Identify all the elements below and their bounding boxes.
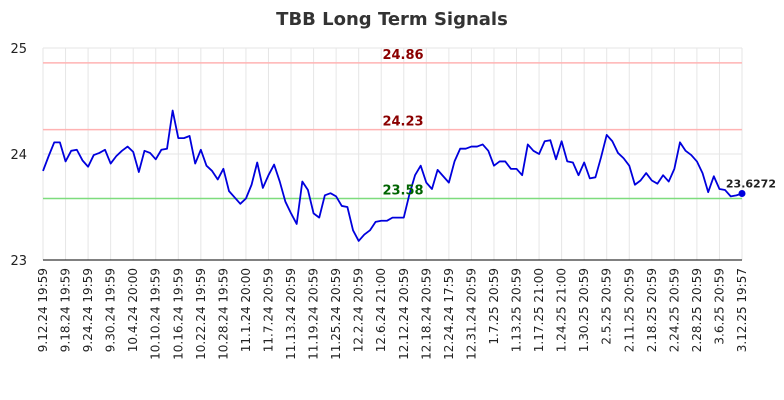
x-tick-label: 10.16.24 19:59 [171, 268, 185, 360]
x-tick-label: 9.12.24 19:59 [36, 268, 50, 352]
x-tick-label: 12.18.24 20:59 [419, 268, 433, 360]
x-tick-label: 9.30.24 19:59 [104, 268, 118, 352]
y-tick-label: 23 [10, 254, 27, 269]
x-tick-label: 11.1.24 20:00 [239, 268, 253, 352]
series-layer [42, 109, 746, 242]
x-tick-label: 11.13.24 20:59 [284, 268, 298, 360]
grid [42, 47, 743, 261]
x-tick-label: 12.2.24 20:59 [352, 268, 366, 352]
x-tick-label: 1.17.25 21:00 [532, 268, 546, 352]
chart-title: TBB Long Term Signals [276, 9, 508, 30]
x-tick-label: 1.13.25 20:59 [510, 268, 524, 352]
x-tick-label: 11.25.24 20:59 [329, 268, 343, 360]
x-tick-label: 12.31.24 20:59 [464, 268, 478, 360]
reference-lines [43, 62, 742, 200]
x-tick-label: 12.6.24 21:00 [374, 268, 388, 352]
x-tick-label: 2.5.25 20:59 [600, 268, 614, 345]
last-value-label: 23.6272 [726, 178, 776, 191]
x-tick-label: 10.28.24 19:59 [216, 268, 230, 360]
x-tick-label: 10.4.24 20:00 [126, 268, 140, 352]
x-tick-label: 2.11.25 20:59 [622, 268, 636, 352]
reference-line-label: 24.86 [382, 48, 423, 63]
x-tick-label: 11.19.24 20:59 [307, 268, 321, 360]
last-value-point [738, 190, 746, 198]
x-tick-label: 1.30.25 20:59 [577, 268, 591, 352]
x-tick-label: 2.28.25 20:59 [690, 268, 704, 352]
x-tick-label: 1.24.25 21:00 [555, 268, 569, 352]
axes: 9.12.24 19:59 9.18.24 19:59 9.24.24 19:59 9… [10, 42, 749, 360]
x-tick-label: 3.12.25 19:57 [735, 268, 749, 352]
price-series-line [42, 109, 743, 242]
y-tick-label: 24 [10, 148, 27, 163]
x-tick-label: 9.24.24 19:59 [81, 268, 95, 352]
labels: 24.86 24.23 23.58 23.6272 [382, 48, 776, 199]
x-tick-label: 9.18.24 19:59 [59, 268, 73, 352]
x-tick-label: 12.12.24 20:59 [397, 268, 411, 360]
y-tick-label: 25 [10, 42, 27, 57]
x-tick-label: 12.24.24 17:59 [442, 268, 456, 360]
reference-line-label: 24.23 [382, 115, 423, 130]
x-tick-label: 1.7.25 20:59 [487, 268, 501, 345]
x-tick-label: 3.6.25 20:59 [712, 268, 726, 345]
x-tick-label: 11.7.24 20:59 [261, 268, 275, 352]
x-tick-label: 2.24.25 20:59 [667, 268, 681, 352]
x-tick-label: 10.22.24 19:59 [194, 268, 208, 360]
x-tick-label: 2.18.25 20:59 [645, 268, 659, 352]
x-tick-label: 10.10.24 19:59 [149, 268, 163, 360]
reference-line-label: 23.58 [382, 184, 423, 199]
